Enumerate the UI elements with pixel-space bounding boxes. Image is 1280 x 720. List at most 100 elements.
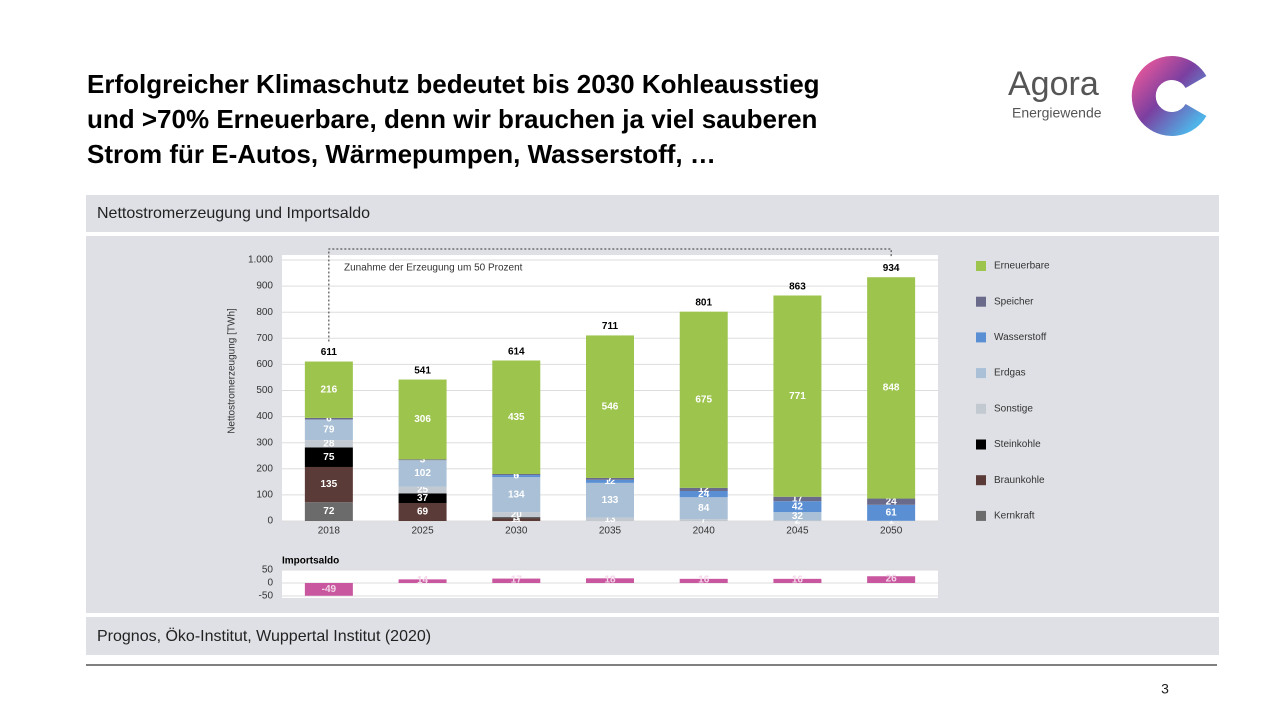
segment-label: 7 — [607, 473, 613, 484]
bar-segment — [304, 440, 353, 448]
segment-label: 216 — [321, 384, 338, 395]
legend-label: Speicher — [994, 296, 1034, 307]
legend-label: Steinkohle — [994, 439, 1041, 450]
panel-title: Importsaldo — [282, 556, 339, 567]
legend-swatch — [976, 403, 986, 414]
segment-label: 675 — [695, 394, 712, 405]
bar-segment — [398, 459, 447, 461]
segment-label: 61 — [886, 507, 898, 518]
subtitle-band — [86, 195, 1219, 232]
segment-label: 13 — [604, 514, 616, 525]
y-tick-label: 1.000 — [248, 255, 273, 266]
y-tick-label: 100 — [256, 490, 273, 501]
y-tick-label: 300 — [256, 437, 273, 448]
bar — [398, 579, 447, 583]
segment-label: 37 — [417, 493, 429, 504]
annotation-bracket — [328, 248, 892, 342]
x-tick-label: 2025 — [411, 526, 434, 537]
bar-segment — [867, 498, 916, 505]
value-label: 14 — [417, 575, 429, 586]
segment-label: 84 — [698, 503, 710, 514]
segment-label: 4 — [514, 469, 520, 480]
bar-segment — [773, 512, 822, 521]
bar-segment — [492, 512, 541, 518]
y-tick-label: 0 — [267, 516, 273, 527]
segment-label: 25 — [417, 485, 429, 496]
bar-segment — [304, 502, 353, 521]
segment-label: 79 — [323, 424, 335, 435]
bar-segment — [398, 460, 447, 487]
segment-label: 135 — [321, 479, 338, 490]
x-tick-label: 2018 — [318, 526, 341, 537]
bar-segment — [586, 479, 634, 483]
legend-swatch — [976, 368, 986, 379]
x-tick-label: 2040 — [693, 526, 716, 537]
legend-label: Erneuerbare — [994, 261, 1050, 272]
y-axis-label: Nettostromerzeugung [TWh] — [227, 308, 238, 434]
x-tick-label: 2030 — [505, 526, 528, 537]
slide-title: Strom für E-Autos, Wärmepumpen, Wasserst… — [87, 139, 716, 169]
plot-area — [282, 570, 938, 598]
total-label: 614 — [508, 346, 525, 357]
bar-segment — [773, 496, 822, 502]
segment-label: 848 — [883, 383, 900, 394]
bar-segment — [398, 502, 447, 521]
bar-segment — [773, 501, 822, 513]
bar — [492, 578, 541, 583]
segment-label: 11 — [511, 514, 522, 525]
value-label: 18 — [604, 574, 616, 585]
segment-label: 134 — [508, 489, 525, 500]
legend-label: Wasserstoff — [994, 332, 1046, 343]
segment-label: 32 — [792, 511, 804, 522]
bar-segment — [304, 419, 353, 441]
segment-label: 1 — [888, 516, 894, 527]
bar-segment — [492, 360, 541, 475]
bar-segment — [586, 335, 634, 478]
bar-segment — [679, 311, 728, 488]
value-label: 16 — [792, 575, 804, 586]
bar-segment — [304, 447, 353, 467]
segment-label: 24 — [886, 496, 898, 507]
slide-title: und >70% Erneuerbare, denn wir brauchen … — [87, 104, 817, 134]
bar-segment — [304, 361, 353, 418]
y-tick-label: 400 — [256, 411, 273, 422]
legend-label: Braunkohle — [994, 475, 1045, 486]
bar-segment — [492, 518, 541, 521]
segment-label: 24 — [698, 489, 710, 500]
segment-label: 69 — [417, 507, 429, 518]
segment-label: 7 — [701, 515, 707, 526]
logo-tagline: Energiewende — [1012, 105, 1102, 121]
value-label: 16 — [698, 575, 710, 586]
segment-label: 546 — [602, 401, 619, 412]
logo-mark — [1131, 56, 1207, 136]
bar-segment — [586, 477, 634, 480]
bar-segment — [867, 504, 916, 521]
page-number: 3 — [1161, 681, 1169, 697]
legend-swatch — [976, 510, 986, 521]
segment-label: 12 — [604, 476, 616, 487]
y-tick-label: 500 — [256, 385, 273, 396]
bar-segment — [398, 486, 447, 494]
x-tick-label: 2035 — [599, 526, 622, 537]
bar-segment — [679, 519, 728, 521]
annotation: Zunahme der Erzeugung um 50 Prozent — [344, 263, 523, 274]
subtitle: Nettostromerzeugung und Importsaldo — [97, 205, 370, 222]
y-tick-label: 900 — [256, 281, 273, 292]
legend-swatch — [976, 332, 986, 343]
bar-segment — [679, 497, 728, 520]
y-tick-label: 600 — [256, 359, 273, 370]
segment-label: 28 — [323, 438, 335, 449]
total-label: 801 — [695, 298, 712, 309]
segment-label: 20 — [511, 509, 523, 520]
segment-label: 771 — [789, 391, 806, 402]
total-label: 611 — [321, 347, 338, 358]
bar-segment — [492, 517, 541, 519]
segment-label: 17 — [792, 494, 804, 505]
total-label: 541 — [414, 365, 431, 376]
bar-segment — [773, 295, 822, 497]
segment-label: 75 — [323, 452, 335, 463]
segment-label: 3 — [514, 512, 520, 523]
bar-segment — [586, 517, 634, 521]
bar-segment — [773, 520, 822, 521]
